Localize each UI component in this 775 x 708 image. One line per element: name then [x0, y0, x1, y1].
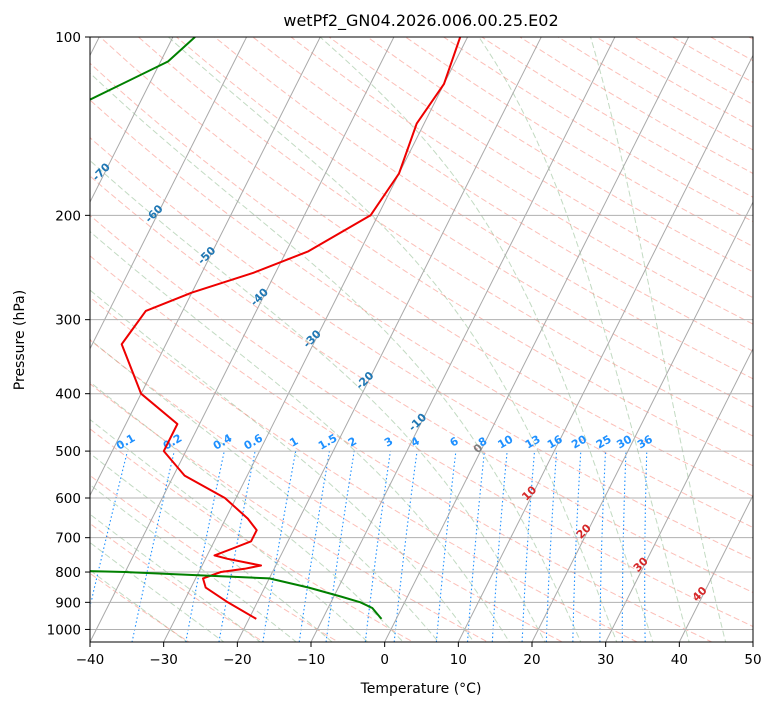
y-tick-label: 900: [55, 595, 81, 611]
isotherm-line: [90, 37, 321, 497]
moist-adiabat-line: [90, 452, 333, 642]
isotherm-line: [90, 37, 174, 204]
chart-title: wetPf2_GN04.2026.006.00.25.E02: [283, 11, 558, 31]
dry-adiabat-line: [90, 255, 713, 642]
temperature-profile-line: [120, 37, 462, 620]
x-tick-label: 0: [380, 652, 389, 668]
isotherm-line: [310, 37, 616, 642]
dry-adiabat-line: [90, 296, 639, 642]
dry-adiabat-line: [90, 474, 340, 642]
dry-adiabat-line: [175, 37, 753, 408]
moist-adiabat-line: [90, 569, 189, 642]
isotherm-line: [457, 54, 753, 642]
moist-adiabat-line: [90, 159, 546, 642]
moist-adiabat-line: [167, 37, 618, 642]
y-tick-label: 1000: [47, 622, 81, 638]
moist-adiabat-line: [90, 418, 369, 642]
x-tick-label: 10: [450, 652, 467, 668]
dewpoint-profile-line: [90, 37, 383, 620]
moist-adiabat-line: [90, 513, 262, 642]
y-tick-label: 700: [55, 531, 81, 547]
x-tick-label: 30: [597, 652, 614, 668]
moist-adiabat-line: [90, 230, 510, 642]
plot-frame: [89, 36, 754, 643]
y-tick-label: 500: [55, 444, 81, 460]
isotherm-line: [163, 37, 469, 642]
dry-adiabat-line: [90, 339, 564, 642]
isotherm-line: [531, 200, 753, 642]
x-tick-label: −40: [76, 652, 105, 668]
dry-adiabat-line: [290, 37, 753, 325]
isotherm-line: [678, 494, 753, 642]
dry-adiabat-line: [99, 37, 753, 467]
x-axis-title: Temperature (°C): [360, 681, 482, 697]
y-tick-label: 100: [55, 30, 81, 46]
moist-adiabat-line: [90, 541, 225, 642]
dry-adiabat-line: [90, 572, 190, 642]
y-tick-label: 600: [55, 491, 81, 507]
x-tick-label: −30: [149, 652, 178, 668]
sounding-profiles: [90, 37, 462, 620]
y-tick-label: 400: [55, 387, 81, 403]
x-tick-label: −20: [223, 652, 252, 668]
moist-adiabat-line: [90, 289, 475, 642]
dry-adiabat-line: [90, 99, 753, 529]
dry-adiabat-line: [90, 383, 489, 642]
x-tick-label: −10: [297, 652, 326, 668]
y-axis-ticks: 100 200 300 400 500 600 700 800 900 1000: [47, 30, 90, 638]
moist-adiabat-line: [90, 381, 404, 642]
y-tick-label: 800: [55, 565, 81, 581]
dry-adiabat-line: [90, 214, 753, 628]
isobar-grid: [90, 37, 753, 630]
isotherm-line: [384, 37, 690, 642]
x-tick-label: 50: [744, 652, 761, 668]
moist-adiabat-line: [90, 72, 582, 642]
y-tick-label: 300: [55, 313, 81, 329]
dry-adiabat-line: [90, 175, 753, 594]
isotherm-line: [90, 37, 248, 350]
isotherm-line: [605, 347, 753, 642]
moist-adiabats: [90, 37, 727, 642]
y-tick-label: 200: [55, 208, 81, 224]
moist-adiabat-line: [478, 37, 690, 642]
isotherm-line: [236, 37, 542, 642]
isotherms: [90, 37, 753, 642]
isotherm-line: [90, 37, 395, 642]
moist-adiabat-line: [90, 484, 298, 642]
x-tick-label: 40: [671, 652, 688, 668]
dry-adiabat-line: [90, 428, 414, 642]
moist-adiabat-line: [590, 37, 727, 642]
x-axis-ticks: −40 −30 −20 −10 0 10 20 30 40 50: [76, 642, 762, 668]
x-tick-label: 20: [523, 652, 540, 668]
y-axis-title: Pressure (hPa): [12, 290, 28, 390]
dry-adiabat-line: [252, 37, 753, 352]
moist-adiabat-line: [90, 338, 440, 642]
